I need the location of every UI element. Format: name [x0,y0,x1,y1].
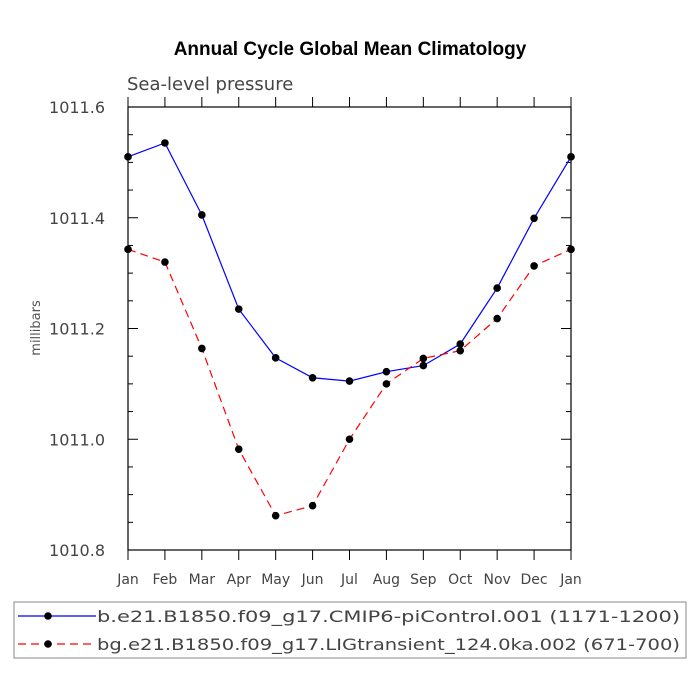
x-tick-label: Jun [301,572,324,588]
series-2-point [234,445,243,454]
legend-label-1: b.e21.B1850.f09_g17.CMIP6-piControl.001 … [97,607,680,627]
x-tick-label: Dec [521,572,548,588]
series-1-point [308,373,317,382]
series-2-point [124,245,132,254]
series-1-point [456,340,465,348]
series-line-1 [127,142,572,382]
x-tick-label: Apr [227,572,251,588]
y-tick-label: 1011.6 [49,98,105,117]
legend-marker-1 [44,612,52,620]
x-tick-label: Jul [340,572,358,588]
series-2-point [493,314,501,323]
x-tick-label: Aug [373,572,400,588]
chart-title: Annual Cycle Global Mean Climatology [174,39,527,60]
series-1-point [493,284,501,292]
series-1-point [345,377,354,385]
x-tick-label: Oct [448,572,473,588]
series-2-point [567,245,575,254]
y-tick-label: 1010.8 [49,541,105,560]
x-tick-label: Feb [153,572,178,588]
x-tick-label: Jan [559,572,582,588]
x-tick-label: Sep [410,572,437,588]
series-1-point [198,211,206,219]
y-tick-label: 1011.0 [49,430,105,449]
series-2-point [382,380,391,388]
series-1-point [161,139,169,147]
legend-marker-2 [44,640,52,648]
y-axis-ticks: 1010.8 1011.0 1011.2 1011.4 1011.6 [49,98,571,560]
x-axis-ticks: Jan Feb Mar Apr May Jun Jul Aug Sep Oct Nov Dec Jan [116,97,582,588]
series-2-point [198,344,206,353]
series-2-point [530,262,538,270]
series-1-point [271,354,280,362]
series-2-point [271,511,280,520]
x-tick-label: Nov [484,572,511,588]
series-2-point [161,258,169,266]
chart-subtitle: Sea-level pressure [127,74,293,95]
legend-label-2: bg.e21.B1850.f09_g17.LIGtransient_124.0k… [97,635,680,655]
series-2-point [308,501,317,510]
x-tick-label: Mar [189,572,216,588]
legend-box [13,601,687,659]
x-tick-label: May [261,572,290,588]
y-axis-label: millibars [29,300,44,356]
series-1-point [234,305,243,313]
x-tick-label: Jan [116,572,139,588]
y-tick-label: 1011.4 [49,209,105,228]
series-1-point [382,367,391,376]
series-2-point [345,435,354,444]
legend: b.e21.B1850.f09_g17.CMIP6-piControl.001 … [18,607,680,655]
y-tick-label: 1011.2 [49,320,105,339]
series-2-point [419,354,428,363]
plot-frame [127,106,572,551]
series-1-point [419,361,428,370]
series-layer [124,139,575,520]
series-1-point [124,153,132,161]
series-1-point [530,214,538,223]
series-1-point [567,153,575,161]
series-2-point [456,346,465,355]
